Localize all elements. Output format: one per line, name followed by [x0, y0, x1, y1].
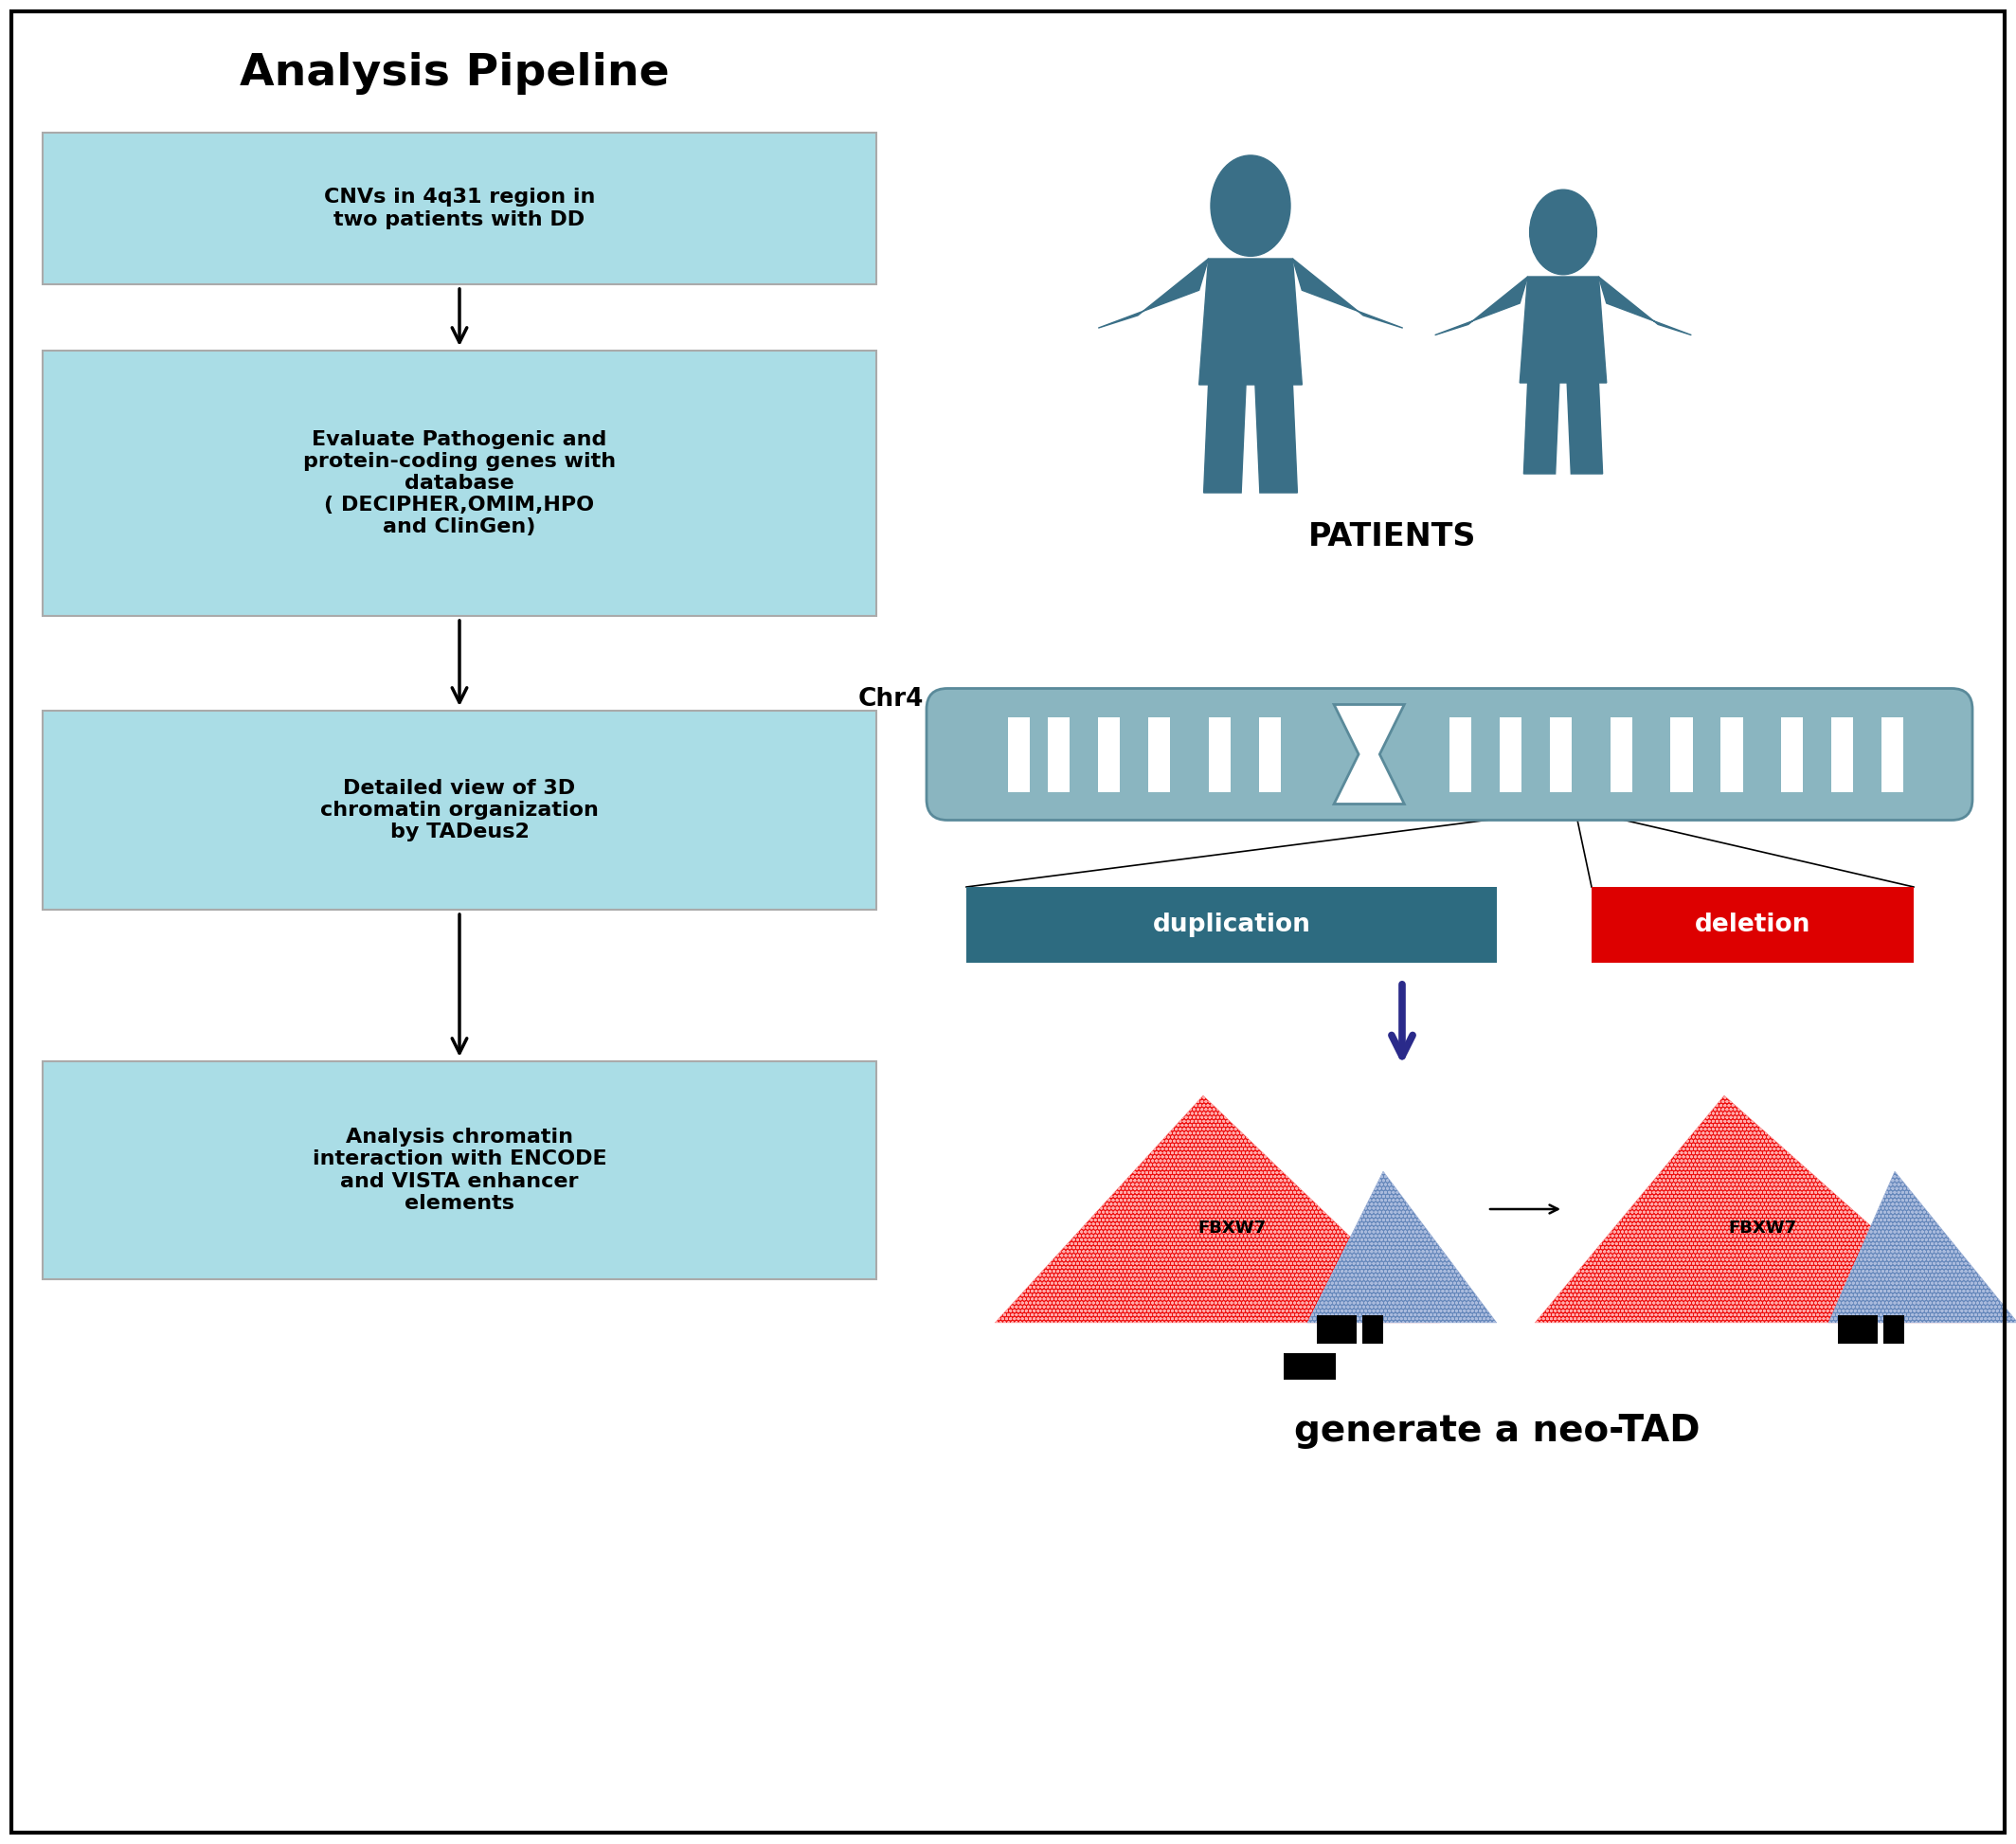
- FancyBboxPatch shape: [1611, 717, 1633, 791]
- Ellipse shape: [1530, 190, 1597, 275]
- Polygon shape: [1520, 277, 1607, 384]
- FancyBboxPatch shape: [1881, 717, 1903, 791]
- FancyBboxPatch shape: [1780, 717, 1802, 791]
- FancyBboxPatch shape: [42, 1062, 877, 1280]
- Text: Chr4: Chr4: [859, 688, 923, 712]
- FancyBboxPatch shape: [1591, 887, 1913, 963]
- FancyBboxPatch shape: [1550, 717, 1572, 791]
- Text: FBXW7: FBXW7: [1198, 1219, 1266, 1237]
- FancyBboxPatch shape: [42, 133, 877, 284]
- Text: PATIENTS: PATIENTS: [1308, 522, 1476, 553]
- FancyBboxPatch shape: [1208, 717, 1230, 791]
- FancyBboxPatch shape: [1500, 717, 1522, 791]
- FancyBboxPatch shape: [1363, 1315, 1383, 1344]
- Polygon shape: [1099, 258, 1208, 328]
- FancyBboxPatch shape: [1149, 717, 1171, 791]
- Polygon shape: [994, 1095, 1439, 1322]
- Polygon shape: [1599, 277, 1691, 336]
- FancyBboxPatch shape: [1316, 1315, 1357, 1344]
- Text: generate a neo-TAD: generate a neo-TAD: [1294, 1413, 1699, 1449]
- Text: Analysis Pipeline: Analysis Pipeline: [240, 52, 669, 94]
- FancyBboxPatch shape: [1258, 717, 1280, 791]
- Text: Analysis chromatin
interaction with ENCODE
and VISTA enhancer
elements: Analysis chromatin interaction with ENCO…: [312, 1129, 607, 1213]
- Polygon shape: [1306, 1171, 1496, 1322]
- Text: CNVs in 4q31 region in
two patients with DD: CNVs in 4q31 region in two patients with…: [325, 188, 595, 229]
- Polygon shape: [1435, 277, 1528, 336]
- Polygon shape: [1335, 704, 1405, 804]
- FancyBboxPatch shape: [1831, 717, 1853, 791]
- Polygon shape: [1566, 384, 1603, 474]
- FancyBboxPatch shape: [966, 887, 1496, 963]
- Ellipse shape: [1212, 155, 1290, 256]
- Polygon shape: [1534, 1095, 1980, 1322]
- FancyBboxPatch shape: [1883, 1315, 1905, 1344]
- Polygon shape: [1256, 385, 1298, 492]
- FancyBboxPatch shape: [42, 710, 877, 909]
- FancyBboxPatch shape: [1450, 717, 1472, 791]
- Text: deletion: deletion: [1695, 913, 1810, 937]
- Polygon shape: [1829, 1171, 2016, 1322]
- FancyBboxPatch shape: [1671, 717, 1693, 791]
- Polygon shape: [1524, 384, 1558, 474]
- Polygon shape: [1204, 385, 1246, 492]
- FancyBboxPatch shape: [42, 350, 877, 616]
- Text: Detailed view of 3D
chromatin organization
by TADeus2: Detailed view of 3D chromatin organizati…: [321, 778, 599, 841]
- FancyBboxPatch shape: [927, 688, 1972, 821]
- FancyBboxPatch shape: [1048, 717, 1070, 791]
- Text: FBXW7: FBXW7: [1728, 1219, 1796, 1237]
- FancyBboxPatch shape: [1008, 717, 1030, 791]
- Text: Evaluate Pathogenic and
protein-coding genes with
database
( DECIPHER,OMIM,HPO
a: Evaluate Pathogenic and protein-coding g…: [302, 430, 615, 537]
- Polygon shape: [1200, 258, 1302, 385]
- FancyBboxPatch shape: [1839, 1315, 1877, 1344]
- Text: duplication: duplication: [1153, 913, 1310, 937]
- FancyBboxPatch shape: [1099, 717, 1121, 791]
- FancyBboxPatch shape: [1720, 717, 1742, 791]
- Polygon shape: [1292, 258, 1403, 328]
- FancyBboxPatch shape: [1284, 1353, 1337, 1379]
